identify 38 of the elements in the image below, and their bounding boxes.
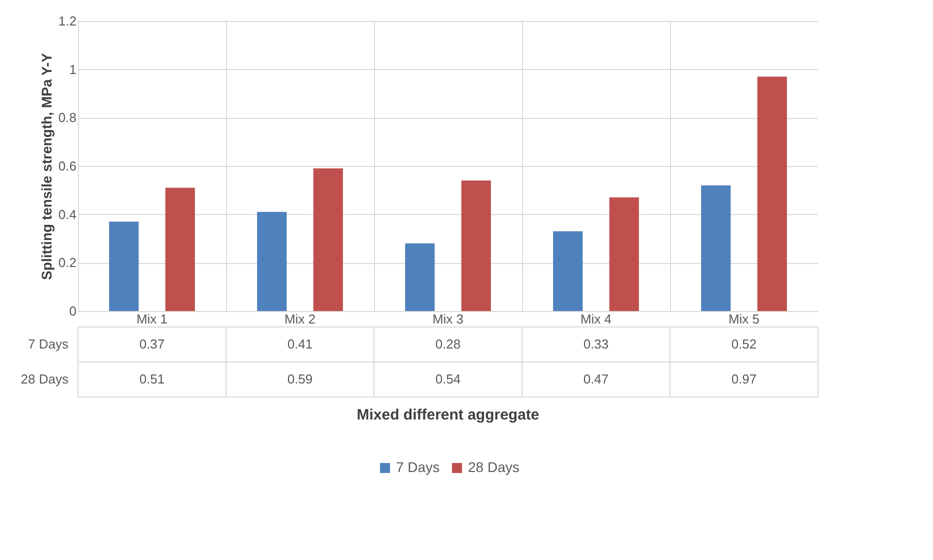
- y-tick-label: 0: [69, 304, 76, 318]
- x-tick-label: Mix 4: [580, 312, 612, 326]
- bar: [461, 180, 491, 311]
- y-tick-label: 0.6: [58, 158, 76, 174]
- bar: [313, 168, 343, 311]
- data-label: 0.47: [583, 372, 609, 386]
- bar: [109, 222, 139, 311]
- data-label: 0.59: [287, 372, 313, 386]
- bar: [701, 185, 731, 311]
- y-tick-label: 0.8: [58, 110, 76, 126]
- bar: [609, 197, 639, 311]
- legend-label: 28 Days: [468, 459, 520, 475]
- data-label: 0.51: [139, 372, 165, 386]
- data-label: 0.54: [435, 372, 461, 386]
- data-label: 0.37: [139, 336, 165, 352]
- text: 7 Days: [28, 336, 68, 352]
- y-tick-label: 1.2: [58, 14, 76, 28]
- x-tick-label: Mix 1: [136, 312, 168, 326]
- text: 28 Days: [20, 372, 68, 386]
- y-tick-label: 0.4: [58, 206, 76, 222]
- x-tick-label: Mix 2: [284, 312, 316, 326]
- bar: [405, 243, 435, 311]
- bar: [257, 212, 287, 311]
- y-tick-label: 1: [69, 62, 76, 77]
- data-label: 0.41: [287, 336, 313, 352]
- data-label: 0.52: [731, 336, 757, 352]
- bar: [165, 188, 195, 311]
- legend-label: 7 Days: [396, 459, 440, 475]
- text: Mixed different aggregate: [356, 406, 540, 424]
- bar: [757, 76, 787, 311]
- data-label: 0.97: [731, 372, 757, 386]
- x-tick-label: Mix 5: [728, 312, 760, 326]
- y-tick-label: 0.2: [58, 255, 76, 270]
- x-tick-label: Mix 3: [432, 312, 464, 326]
- data-label: 0.33: [583, 336, 609, 352]
- data-label: 0.28: [435, 336, 461, 352]
- y-axis-title: Splitting tensile strength, MPa Y-Y: [38, 52, 54, 280]
- bar: [553, 231, 583, 311]
